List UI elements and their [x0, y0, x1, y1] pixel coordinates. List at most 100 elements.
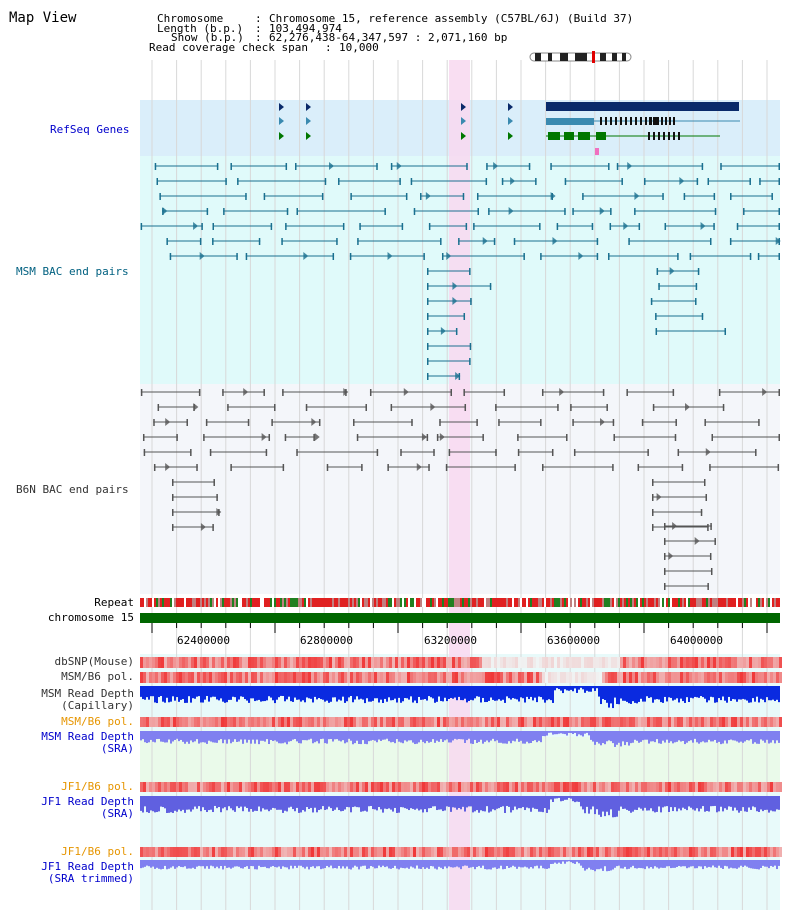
read-depth-bar [756, 860, 758, 870]
read-depth-bar [364, 796, 366, 811]
polymorphism-cell [572, 847, 575, 857]
read-depth-bar [356, 796, 358, 808]
polymorphism-cell [422, 847, 425, 857]
read-depth-bar [150, 686, 152, 697]
read-depth-bar [374, 686, 376, 699]
read-depth-bar [646, 686, 648, 697]
read-depth-bar [272, 686, 274, 701]
chromosome-value: Chromosome 15, reference assembly (C57BL… [269, 12, 634, 25]
bac-pair-end [572, 419, 574, 426]
read-depth-bar [458, 686, 460, 697]
polymorphism-cell [557, 847, 560, 857]
polymorphism-cell [356, 672, 359, 683]
polymorphism-cell [617, 782, 620, 792]
polymorphism-cell [698, 657, 701, 668]
polymorphism-cell [641, 717, 644, 727]
polymorphism-cell [497, 782, 500, 792]
bac-pair-arrow [482, 237, 488, 245]
read-depth-bar [580, 796, 582, 807]
bac-pair-end [413, 208, 416, 215]
repeat-mark [450, 598, 452, 607]
read-depth-bar [420, 686, 422, 700]
polymorphism-cell [380, 782, 383, 792]
gene-exon [653, 132, 655, 140]
read-depth-bar [242, 796, 244, 812]
bac-pair-end [720, 163, 722, 170]
polymorphism-cell [245, 672, 248, 683]
length-colon: : [255, 22, 262, 35]
bac-pair-end [476, 419, 478, 426]
read-depth-bar [402, 796, 404, 808]
read-depth-bar [388, 731, 390, 742]
polymorphism-cell [572, 782, 575, 792]
read-depth-bar [348, 686, 350, 698]
repeat-mark [520, 598, 522, 607]
read-depth-bar [566, 731, 568, 736]
polymorphism-cell [149, 782, 152, 792]
read-depth-bar [516, 686, 518, 700]
repeat-mark [154, 598, 156, 607]
polymorphism-cell [488, 847, 491, 857]
read-depth-bar [450, 796, 452, 812]
gene-exon [668, 132, 670, 140]
read-depth-bar [564, 796, 566, 800]
read-depth-bar [700, 731, 702, 743]
polymorphism-cell [179, 717, 182, 727]
repeat-mark [278, 598, 280, 607]
read-depth-bar [414, 731, 416, 745]
polymorphism-cell [515, 782, 518, 792]
repeat-mark [144, 598, 146, 607]
read-depth-bar [544, 860, 546, 869]
polymorphism-cell [251, 672, 254, 683]
repeat-mark [456, 598, 458, 607]
jf1-b6-pol-trimmed-label: JF1/B6 pol. [61, 845, 134, 858]
polymorphism-cell [344, 782, 347, 792]
polymorphism-cell [356, 717, 359, 727]
read-depth-bar [476, 860, 478, 867]
bac-pair-end [485, 178, 488, 185]
polymorphism-cell [569, 717, 572, 727]
polymorphism-cell [407, 657, 410, 668]
read-depth-bar [452, 796, 454, 808]
bac-pair-end [647, 449, 649, 456]
gene-exon [658, 132, 660, 140]
read-depth-bar [228, 686, 230, 700]
read-depth-bar [382, 686, 384, 703]
repeat-mark [508, 598, 510, 607]
polymorphism-cell [593, 717, 596, 727]
polymorphism-cell [242, 672, 245, 683]
repeat-mark [190, 598, 192, 607]
repeat-mark [634, 598, 636, 607]
bac-pair-arrow [634, 192, 640, 200]
read-depth-bar [500, 796, 502, 807]
read-depth-bar [752, 860, 754, 869]
bac-pair-end [501, 178, 504, 185]
polymorphism-cell [359, 657, 362, 668]
read-depth-bar [514, 731, 516, 742]
polymorphism-cell [770, 657, 773, 668]
bac-pair-arrow [656, 493, 662, 501]
bac-pair-end [469, 343, 472, 350]
polymorphism-cell [296, 717, 299, 727]
bac-pair-end [216, 494, 218, 501]
polymorphism-cell [530, 847, 533, 857]
bac-pair-end [652, 509, 654, 516]
repeat-mark [564, 598, 566, 607]
polymorphism-cell [740, 782, 743, 792]
polymorphism-cell [476, 672, 479, 683]
polymorphism-cell [308, 672, 311, 683]
polymorphism-cell [764, 782, 767, 792]
polymorphism-cell [653, 717, 656, 727]
read-depth-bar [426, 860, 428, 868]
read-depth-bar [548, 796, 550, 810]
read-depth-bar [544, 796, 546, 809]
polymorphism-cell [716, 657, 719, 668]
read-depth-bar [682, 860, 684, 867]
bac-pair-end [503, 389, 506, 396]
read-depth-bar [220, 860, 222, 867]
read-depth-bar [518, 860, 520, 867]
read-depth-bar [420, 731, 422, 740]
polymorphism-cell [698, 847, 701, 857]
read-depth-bar [716, 686, 718, 703]
